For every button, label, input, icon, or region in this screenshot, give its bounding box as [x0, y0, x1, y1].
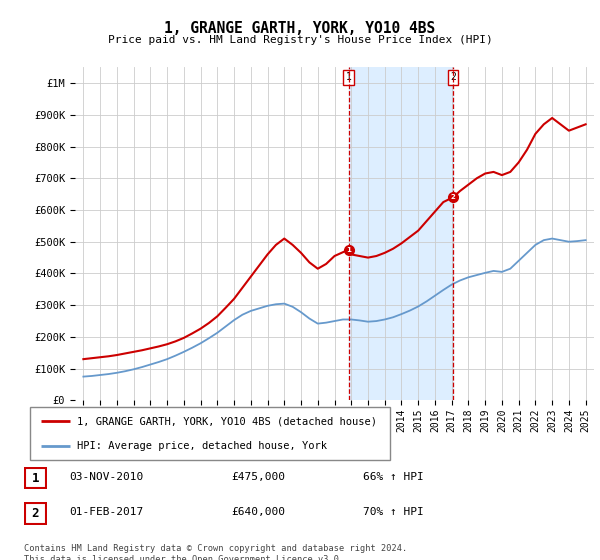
Text: Contains HM Land Registry data © Crown copyright and database right 2024.
This d: Contains HM Land Registry data © Crown c…	[24, 544, 407, 560]
Text: 1, GRANGE GARTH, YORK, YO10 4BS (detached house): 1, GRANGE GARTH, YORK, YO10 4BS (detache…	[77, 417, 377, 427]
Text: HPI: Average price, detached house, York: HPI: Average price, detached house, York	[77, 441, 327, 451]
Text: 1: 1	[32, 472, 39, 485]
Text: 70% ↑ HPI: 70% ↑ HPI	[363, 507, 424, 517]
Text: 1: 1	[346, 246, 351, 253]
Text: 1: 1	[346, 72, 352, 82]
Text: 66% ↑ HPI: 66% ↑ HPI	[363, 472, 424, 482]
Text: £640,000: £640,000	[231, 507, 285, 517]
Text: 01-FEB-2017: 01-FEB-2017	[69, 507, 143, 517]
Text: Price paid vs. HM Land Registry's House Price Index (HPI): Price paid vs. HM Land Registry's House …	[107, 35, 493, 45]
Text: 2: 2	[32, 507, 39, 520]
Text: 2: 2	[451, 194, 455, 200]
Text: 1, GRANGE GARTH, YORK, YO10 4BS: 1, GRANGE GARTH, YORK, YO10 4BS	[164, 21, 436, 36]
Text: 03-NOV-2010: 03-NOV-2010	[69, 472, 143, 482]
Text: 2: 2	[450, 72, 456, 82]
Bar	[349, 67, 453, 400]
Text: £475,000: £475,000	[231, 472, 285, 482]
